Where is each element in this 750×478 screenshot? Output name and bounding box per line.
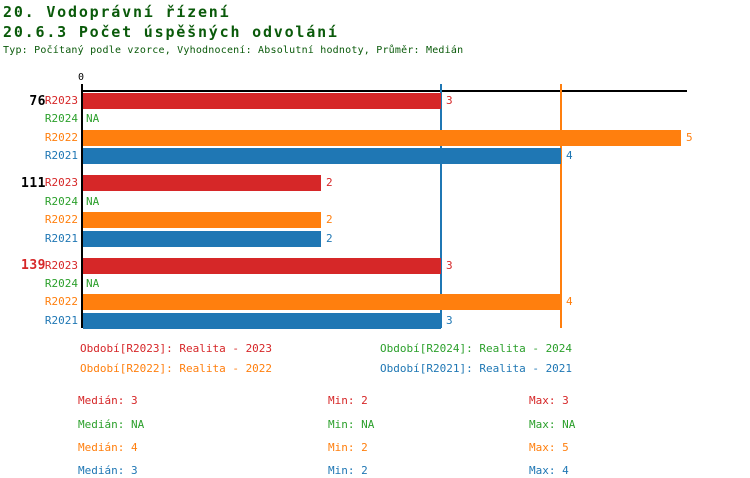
bar-value-label: 2 bbox=[326, 231, 333, 245]
legend-item-blue: Období[R2021]: Realita - 2021 bbox=[380, 362, 573, 375]
blue-median-line bbox=[440, 84, 442, 328]
series-row-label: R2023 bbox=[44, 94, 78, 107]
stat-min: Min: 2 bbox=[328, 394, 368, 407]
stat-min: Min: 2 bbox=[328, 441, 368, 454]
x-axis-line bbox=[81, 90, 687, 92]
bar-r2023 bbox=[82, 93, 441, 109]
stat-median: Medián: 4 bbox=[78, 441, 138, 454]
series-row-label: R2022 bbox=[44, 130, 78, 144]
bar-value-label: 5 bbox=[686, 130, 693, 144]
report-meta-line: Typ: Počítaný podle vzorce, Vyhodnocení:… bbox=[3, 45, 464, 56]
group-label: 111 bbox=[21, 175, 46, 191]
stat-max: Max: 5 bbox=[529, 441, 569, 454]
stat-max: Max: 3 bbox=[529, 394, 569, 407]
series-row-label: R2021 bbox=[44, 231, 78, 245]
stat-median: Medián: NA bbox=[78, 418, 145, 431]
bar-r2022 bbox=[82, 294, 561, 311]
y-axis-line bbox=[80, 84, 83, 328]
series-row-label: R2023 bbox=[44, 176, 78, 190]
bar-value-label: NA bbox=[86, 277, 100, 290]
report-title: 20. Vodoprávní řízení bbox=[3, 3, 231, 21]
group-label: 76 bbox=[29, 93, 46, 109]
bar-value-label: 2 bbox=[326, 176, 333, 190]
bar-value-label: 3 bbox=[446, 313, 453, 327]
stat-max: Max: NA bbox=[529, 418, 576, 431]
legend-item-green: Období[R2024]: Realita - 2024 bbox=[380, 342, 573, 355]
bar-r2021 bbox=[82, 312, 441, 329]
bar-value-label: 3 bbox=[446, 94, 453, 107]
stat-min: Min: 2 bbox=[328, 464, 368, 477]
series-row-label: R2021 bbox=[44, 313, 78, 327]
x-axis-origin-label: 0 bbox=[77, 72, 85, 83]
bar-r2023 bbox=[82, 257, 441, 274]
series-row-label: R2022 bbox=[44, 295, 78, 309]
bar-r2022 bbox=[82, 212, 321, 229]
series-row-label: R2024 bbox=[44, 277, 78, 290]
series-row-label: R2024 bbox=[44, 194, 78, 208]
bar-value-label: NA bbox=[86, 112, 100, 126]
stat-median: Medián: 3 bbox=[78, 394, 138, 407]
bar-r2023 bbox=[82, 175, 321, 192]
bar-value-label: NA bbox=[86, 194, 100, 208]
report-section-title: 20.6.3 Počet úspěšných odvolání bbox=[3, 23, 339, 41]
bar-r2021 bbox=[82, 148, 561, 165]
bar-r2022 bbox=[82, 129, 681, 146]
bar-r2021 bbox=[82, 230, 321, 247]
bar-value-label: 3 bbox=[446, 258, 453, 272]
stat-min: Min: NA bbox=[328, 418, 375, 431]
orange-median-line bbox=[560, 84, 562, 328]
legend-item-orange: Období[R2022]: Realita - 2022 bbox=[80, 362, 273, 375]
stat-max: Max: 4 bbox=[529, 464, 569, 477]
bar-value-label: 4 bbox=[566, 295, 573, 309]
series-row-label: R2023 bbox=[44, 258, 78, 272]
bar-value-label: 4 bbox=[566, 149, 573, 163]
grouped-bar-chart: 0 76 R2023 3 R2024 NA R2022 5 R2021 4 111 R2023 2 R2… bbox=[21, 72, 693, 329]
legend-item-red: Období[R2023]: Realita - 2023 bbox=[80, 342, 273, 355]
stat-median: Medián: 3 bbox=[78, 464, 138, 477]
bar-value-label: 2 bbox=[326, 213, 333, 227]
series-row-label: R2022 bbox=[44, 213, 78, 227]
series-row-label: R2024 bbox=[44, 112, 78, 126]
group-label: 139 bbox=[21, 258, 46, 274]
series-row-label: R2021 bbox=[44, 149, 78, 163]
